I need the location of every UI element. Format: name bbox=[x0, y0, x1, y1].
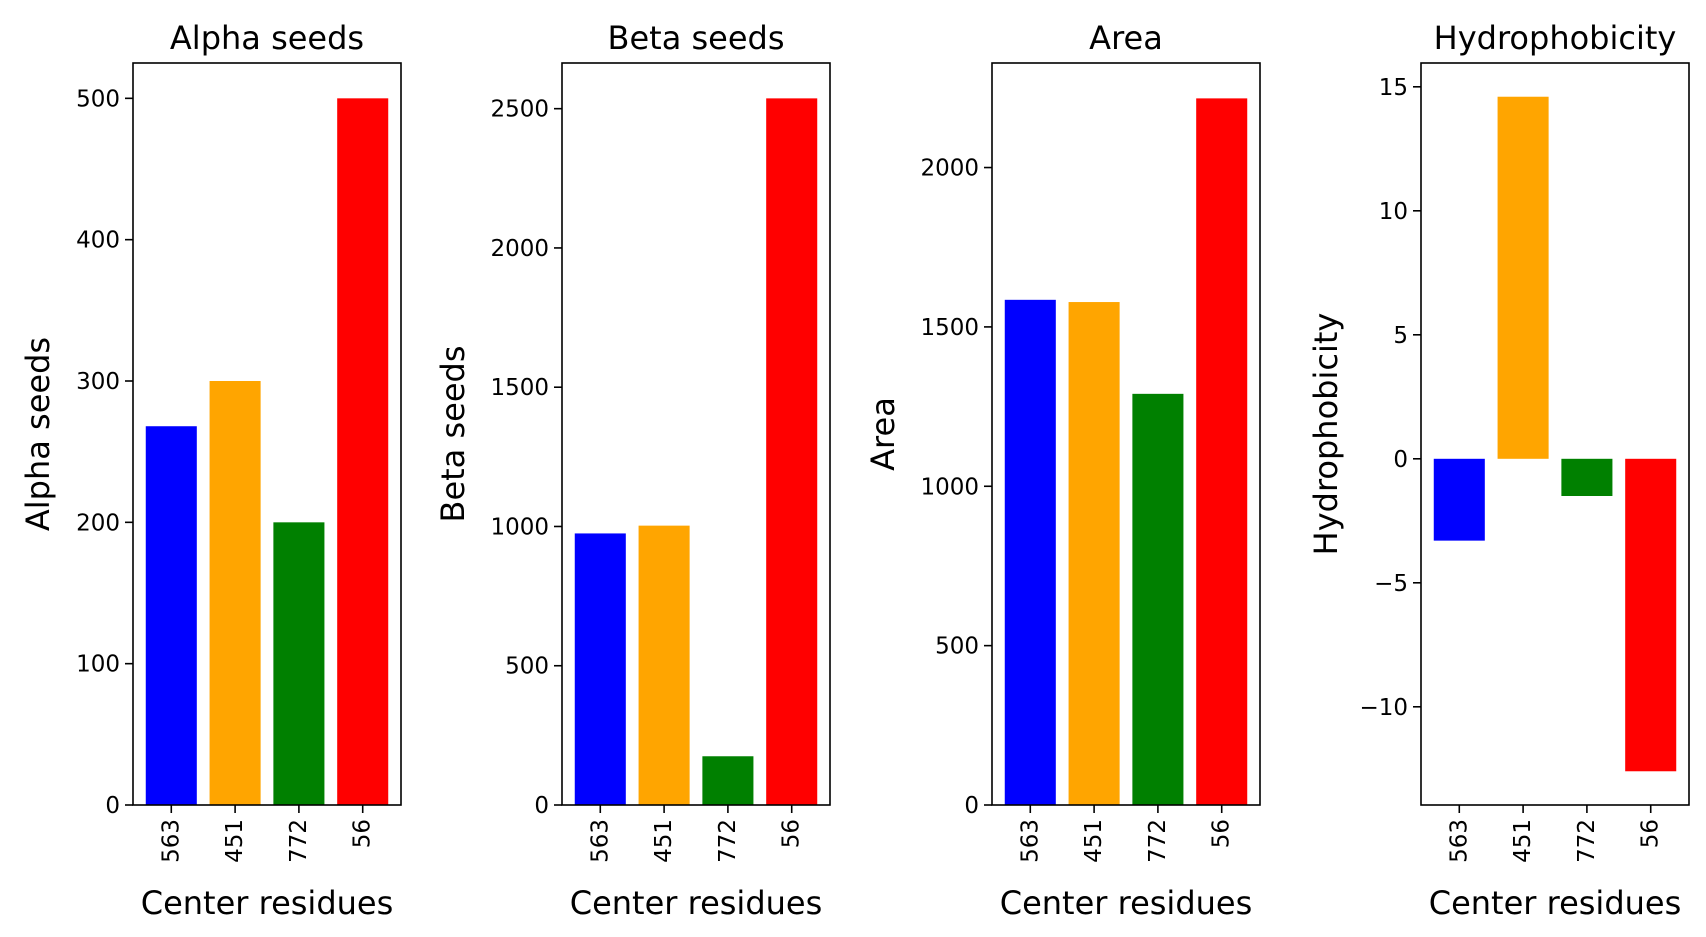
y-tick-label: 0 bbox=[1393, 447, 1408, 473]
y-tick-label: 2000 bbox=[490, 236, 549, 262]
x-tick-label: 563 bbox=[158, 819, 184, 863]
y-axis-label: Area bbox=[864, 397, 902, 471]
bar-563 bbox=[145, 426, 197, 805]
y-tick-label: −10 bbox=[1359, 695, 1408, 721]
x-tick-label: 451 bbox=[651, 819, 677, 863]
panel-title: Beta seeds bbox=[608, 19, 785, 57]
bar-772 bbox=[1132, 393, 1184, 805]
x-tick-label: 563 bbox=[1017, 819, 1043, 863]
bar-56 bbox=[1196, 98, 1248, 805]
y-tick-label: 100 bbox=[76, 652, 120, 678]
panel-title: Alpha seeds bbox=[170, 19, 364, 57]
y-axis-label: Beta seeds bbox=[434, 346, 472, 523]
axes-frame bbox=[561, 62, 831, 806]
bar-56 bbox=[766, 98, 818, 806]
y-tick-label: 1500 bbox=[490, 375, 549, 401]
y-axis-label: Alpha seeds bbox=[19, 337, 57, 531]
subplot-3: 0 500 1000 1500 2000 563 451 772 56 Area Center re… bbox=[864, 19, 1261, 922]
x-tick-label: 56 bbox=[1638, 819, 1664, 848]
x-tick-label: 56 bbox=[779, 819, 805, 848]
x-tick-label: 772 bbox=[286, 819, 312, 863]
bar-563 bbox=[1433, 458, 1485, 541]
x-tick-label: 451 bbox=[1510, 819, 1536, 863]
y-tick-label: 500 bbox=[935, 634, 979, 660]
x-tick-label: 772 bbox=[715, 819, 741, 863]
x-tick-label: 451 bbox=[1081, 819, 1107, 863]
bar-772 bbox=[702, 756, 754, 805]
y-tick-label: 2000 bbox=[920, 156, 979, 182]
y-tick-label: −5 bbox=[1374, 571, 1408, 597]
y-tick-label: 10 bbox=[1379, 199, 1408, 225]
panel-title: Hydrophobicity bbox=[1434, 19, 1677, 57]
x-axis-label: Center residues bbox=[1000, 884, 1253, 922]
x-tick-label: 56 bbox=[1209, 819, 1235, 848]
bar-563 bbox=[1004, 299, 1056, 805]
subplot-1: 0 100 200 300 400 500 563 451 772 56 Alpha seeds Ce… bbox=[19, 19, 402, 922]
y-tick-label: 0 bbox=[105, 793, 120, 819]
y-tick-label: 1500 bbox=[920, 315, 979, 341]
axes-frame bbox=[1420, 62, 1690, 806]
bar-451 bbox=[209, 381, 261, 805]
y-tick-label: 5 bbox=[1393, 323, 1408, 349]
bar-451 bbox=[1497, 96, 1549, 459]
axes-frame bbox=[991, 62, 1261, 806]
panel-title: Area bbox=[1089, 19, 1163, 57]
y-tick-label: 200 bbox=[76, 510, 120, 536]
y-tick-label: 1000 bbox=[490, 514, 549, 540]
subplot-2: 0 500 1000 1500 2000 2500 563 451 772 56 Beta seed… bbox=[434, 19, 831, 922]
subplot-4: −10 −5 0 5 10 15 563 451 772 56 Hydrophobicity Cent… bbox=[1307, 19, 1690, 922]
bar-772 bbox=[1561, 458, 1613, 496]
bar-451 bbox=[638, 525, 690, 805]
y-tick-label: 1000 bbox=[920, 474, 979, 500]
x-tick-label: 772 bbox=[1145, 819, 1171, 863]
x-axis-label: Center residues bbox=[141, 884, 394, 922]
bar-563 bbox=[574, 533, 626, 805]
y-tick-label: 400 bbox=[76, 228, 120, 254]
x-tick-label: 772 bbox=[1574, 819, 1600, 863]
y-tick-label: 300 bbox=[76, 369, 120, 395]
y-tick-label: 2500 bbox=[490, 97, 549, 123]
bar-772 bbox=[273, 522, 325, 805]
y-tick-label: 500 bbox=[76, 86, 120, 112]
y-tick-label: 0 bbox=[534, 793, 549, 819]
x-axis-label: Center residues bbox=[1429, 884, 1682, 922]
x-tick-label: 563 bbox=[587, 819, 613, 863]
x-tick-label: 563 bbox=[1446, 819, 1472, 863]
y-tick-label: 500 bbox=[505, 654, 549, 680]
x-tick-label: 56 bbox=[350, 819, 376, 848]
bar-451 bbox=[1068, 302, 1120, 805]
x-axis-label: Center residues bbox=[570, 884, 823, 922]
bar-56 bbox=[1625, 458, 1677, 772]
x-tick-label: 451 bbox=[222, 819, 248, 863]
bar-56 bbox=[337, 98, 389, 805]
axes-frame bbox=[132, 62, 402, 806]
y-tick-label: 0 bbox=[964, 793, 979, 819]
y-axis-label: Hydrophobicity bbox=[1307, 313, 1345, 556]
y-tick-label: 15 bbox=[1379, 75, 1408, 101]
